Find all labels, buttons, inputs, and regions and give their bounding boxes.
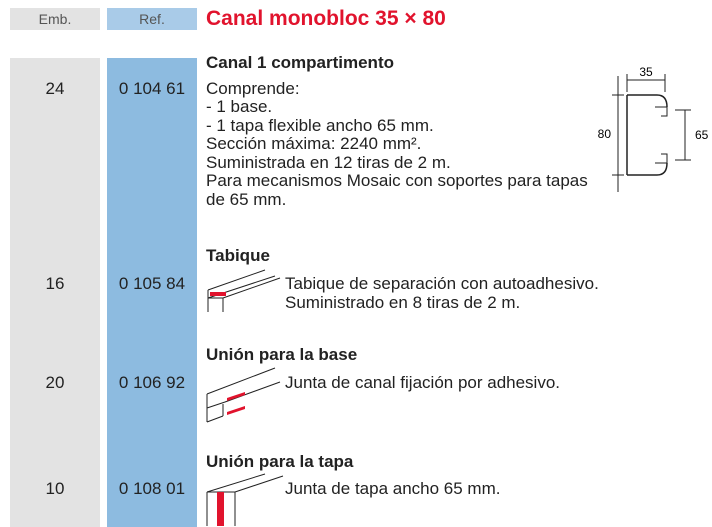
desc-line: Tabique de separación con autoadhesivo. <box>285 274 599 293</box>
emb: 10 <box>45 479 65 498</box>
icon-accent <box>210 292 226 296</box>
desc-line: Para mecanismos Mosaic con soportes para… <box>206 171 588 190</box>
ref-column <box>107 58 197 527</box>
desc-line: Suministrado en 8 tiras de 2 m. <box>285 293 521 312</box>
profile-clip <box>655 106 668 164</box>
ref-header: Ref. <box>139 11 165 27</box>
emb: 24 <box>45 79 65 98</box>
icon-lines <box>206 473 284 526</box>
icon-lines <box>206 367 281 423</box>
ref: 0 106 92 <box>118 373 186 392</box>
union-tapa-icon <box>206 473 284 526</box>
dim-label: 80 <box>598 127 612 141</box>
emb-header-bg <box>10 8 100 30</box>
desc-line: Suministrada en 12 tiras de 2 m. <box>206 153 451 172</box>
ref: 0 104 61 <box>118 79 186 98</box>
title: Canal monobloc 35 × 80 <box>206 7 446 30</box>
icon-accent <box>217 492 224 526</box>
emb: 16 <box>45 274 65 293</box>
profile <box>626 94 668 176</box>
emb-column <box>10 58 100 527</box>
dim-label: 65 <box>695 128 709 142</box>
item-name: Tabique <box>206 246 270 265</box>
profile-diagram: 35 80 65 <box>598 65 709 192</box>
emb-header: Emb. <box>38 11 72 27</box>
icon-accent <box>227 392 245 415</box>
desc-line: - 1 tapa flexible ancho 65 mm. <box>206 116 434 135</box>
tabique-icon <box>207 269 281 312</box>
icon-lines <box>207 269 281 312</box>
desc-line: Sección máxima: 2240 mm². <box>206 134 422 153</box>
dim-label: 35 <box>639 65 653 79</box>
emb: 20 <box>45 373 65 392</box>
ref: 0 105 84 <box>118 274 186 293</box>
desc-line: - 1 base. <box>206 97 273 116</box>
union-base-icon <box>206 367 281 423</box>
item-name: Canal 1 compartimento <box>206 53 394 72</box>
ref-header-bg <box>107 8 197 30</box>
desc-line: Comprende: <box>206 79 300 98</box>
item-name: Unión para la tapa <box>206 452 354 471</box>
item-name: Unión para la base <box>206 345 358 364</box>
ref: 0 108 01 <box>118 479 186 498</box>
desc-line: de 65 mm. <box>206 190 287 209</box>
desc-line: Junta de tapa ancho 65 mm. <box>285 479 501 498</box>
desc-line: Junta de canal fijación por adhesivo. <box>285 373 561 392</box>
